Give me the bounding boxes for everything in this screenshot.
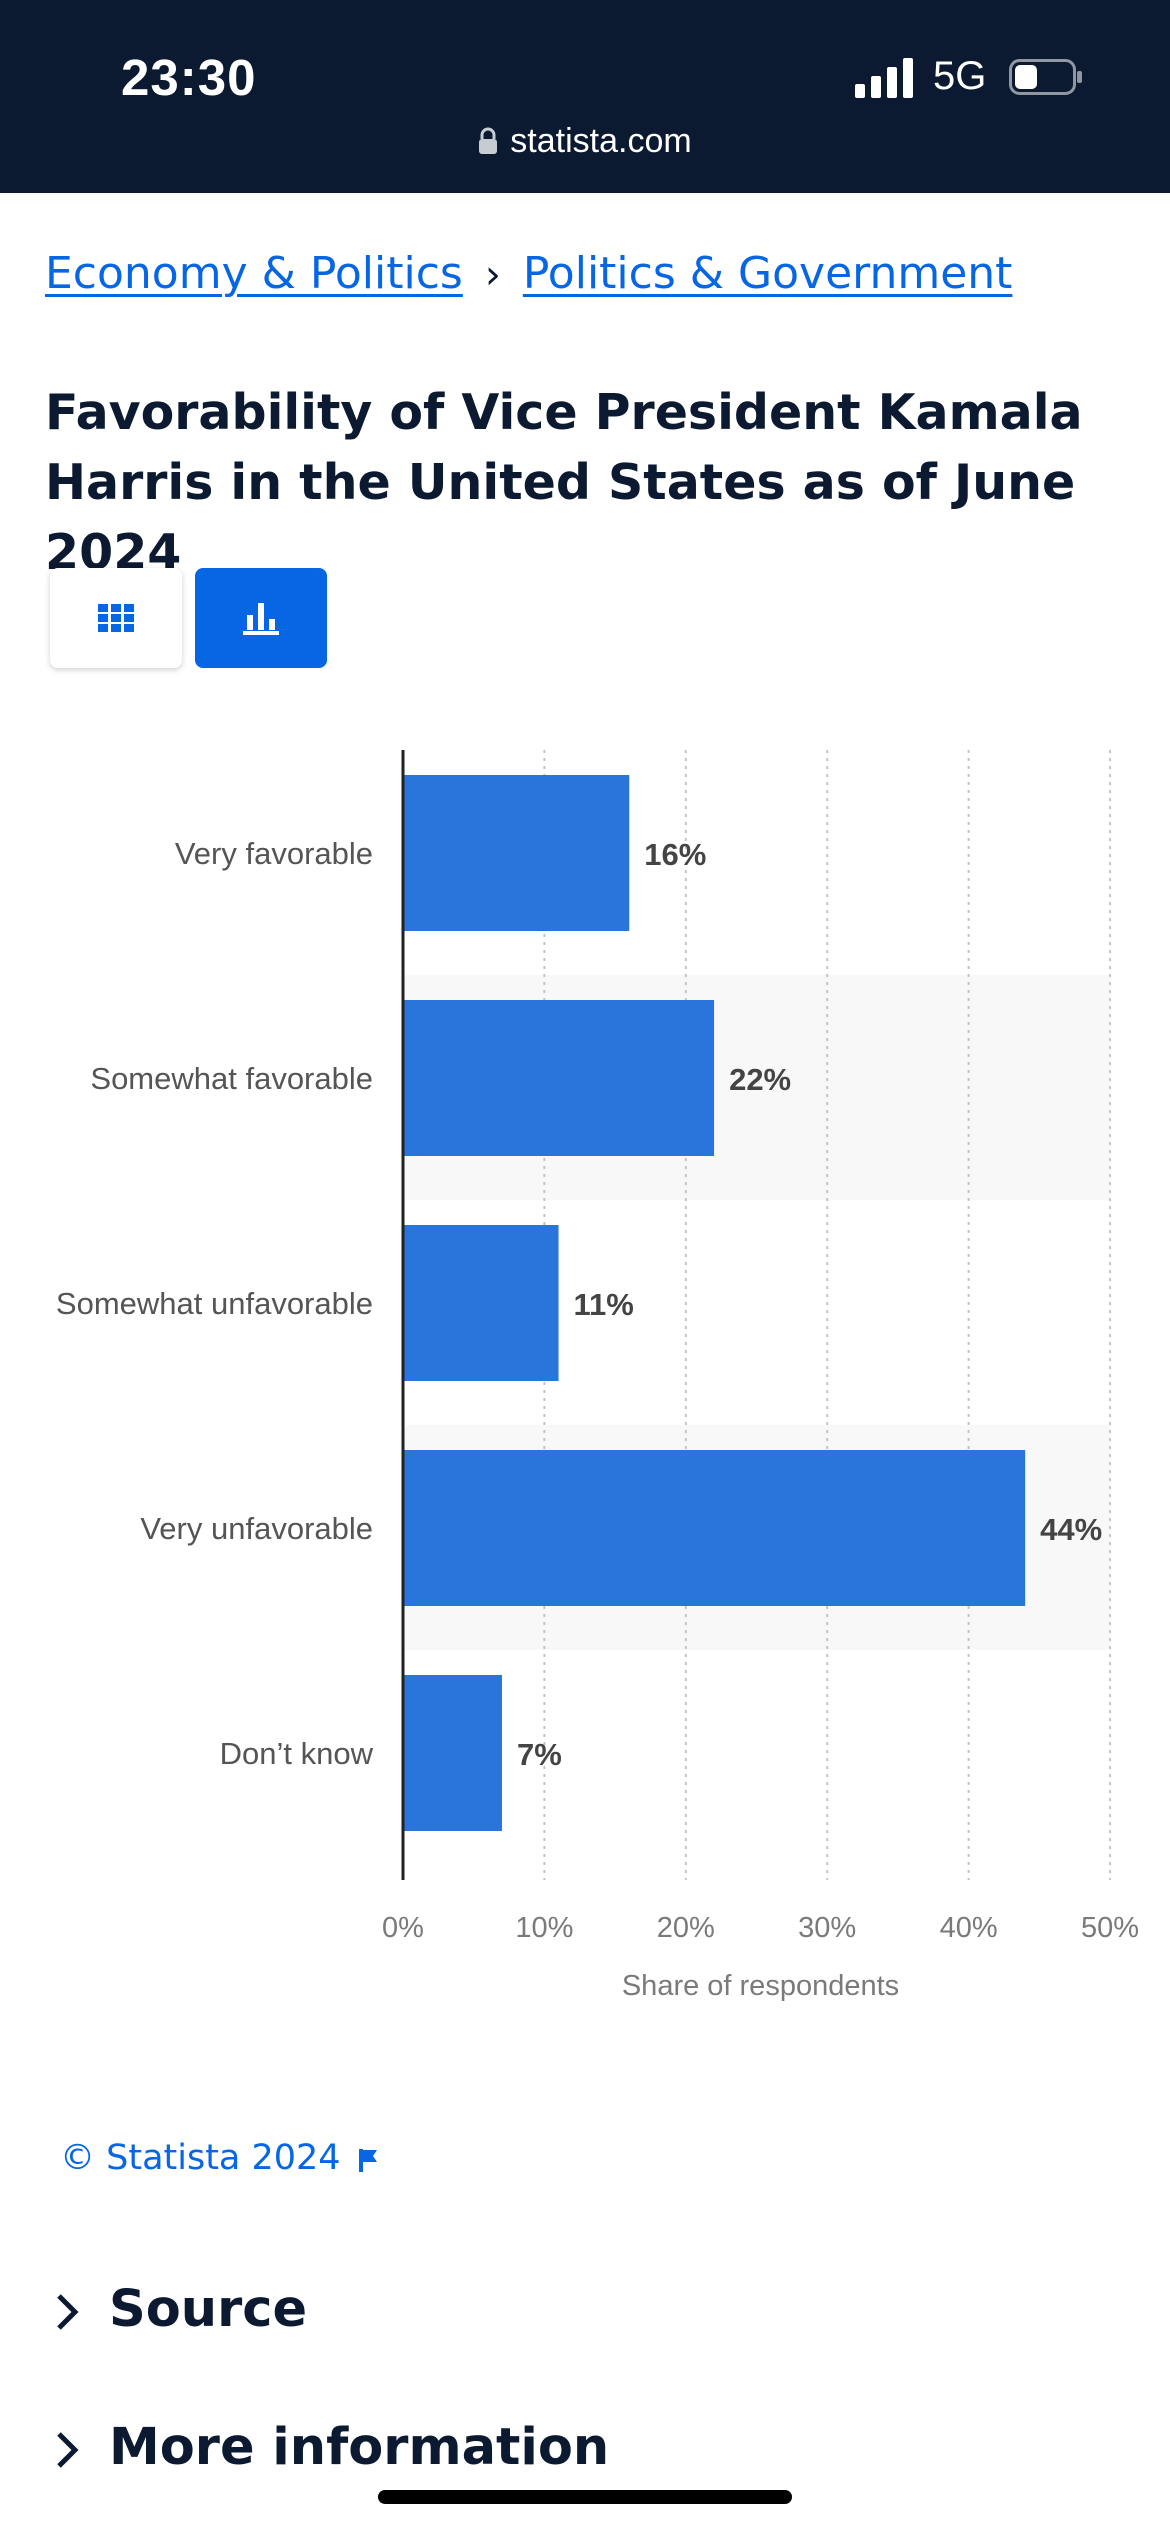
more-information-section-toggle[interactable]: More information <box>55 2418 609 2477</box>
bar-chart-icon <box>243 603 279 635</box>
category-label: Somewhat unfavorable <box>56 1286 373 1321</box>
page-title: Favorability of Vice President Kamala Ha… <box>45 384 1083 581</box>
chevron-right-icon <box>57 2432 79 2468</box>
data-label: 16% <box>644 837 706 872</box>
home-indicator <box>378 2490 792 2504</box>
network-type: 5G <box>933 54 987 98</box>
chevron-right-icon <box>57 2294 79 2330</box>
x-axis-label: Share of respondents <box>622 1970 899 2002</box>
status-bar: 23:30 5G statista.com <box>0 0 1170 193</box>
lock-icon <box>479 127 498 154</box>
bar <box>403 1225 559 1381</box>
data-label: 7% <box>517 1737 562 1772</box>
battery-icon <box>1009 59 1082 95</box>
url-text: statista.com <box>510 122 692 160</box>
address-bar[interactable]: statista.com <box>0 122 1170 161</box>
bar <box>403 1675 502 1831</box>
flag-icon <box>358 2149 377 2172</box>
more-information-section-label: More information <box>109 2418 610 2477</box>
data-label: 11% <box>574 1287 634 1322</box>
category-label: Don’t know <box>220 1736 374 1771</box>
table-grid-icon <box>98 604 134 632</box>
source-section-toggle[interactable]: Source <box>55 2280 307 2339</box>
x-tick-label: 20% <box>657 1912 715 1944</box>
bar <box>403 1000 715 1156</box>
category-label: Very unfavorable <box>140 1511 373 1546</box>
bar <box>403 1450 1026 1606</box>
copyright-link[interactable]: © Statista 2024 <box>60 2138 379 2178</box>
chart-view-button[interactable] <box>195 568 327 668</box>
breadcrumb-separator: › <box>484 252 501 298</box>
data-label: 22% <box>729 1062 791 1097</box>
category-label: Somewhat favorable <box>90 1061 373 1096</box>
x-tick-label: 50% <box>1081 1912 1139 1944</box>
bar-chart: 16% Very favorable 22% Somewhat favorable 11… <box>56 750 1139 2002</box>
bar <box>403 775 630 931</box>
x-tick-label: 40% <box>940 1912 998 1944</box>
x-tick-label: 10% <box>515 1912 573 1944</box>
cellular-signal-icon <box>855 58 913 98</box>
status-time: 23:30 <box>121 49 257 106</box>
source-section-label: Source <box>109 2280 308 2339</box>
table-view-button[interactable] <box>50 568 182 668</box>
category-label: Very favorable <box>175 836 373 871</box>
breadcrumb: Economy & Politics › Politics & Government <box>45 248 1012 299</box>
breadcrumb-link-economy-politics[interactable]: Economy & Politics <box>45 248 463 299</box>
copyright-text: © Statista 2024 <box>60 2138 341 2178</box>
breadcrumb-link-politics-government[interactable]: Politics & Government <box>522 248 1013 299</box>
data-label: 44% <box>1040 1512 1102 1547</box>
x-tick-label: 0% <box>382 1912 424 1944</box>
x-tick-label: 30% <box>798 1912 856 1944</box>
